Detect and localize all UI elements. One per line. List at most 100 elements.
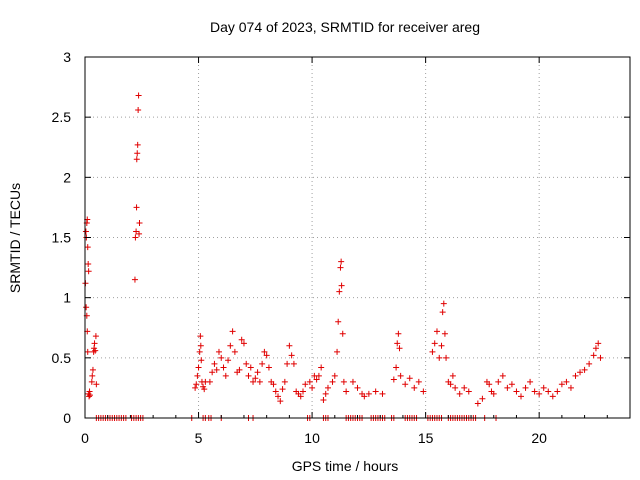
data-point <box>240 340 247 347</box>
grid-lines <box>85 57 630 418</box>
data-point <box>238 336 245 343</box>
data-point <box>590 352 597 359</box>
data-point <box>85 268 92 275</box>
data-point <box>259 360 266 367</box>
data-point <box>499 372 506 379</box>
data-point <box>261 348 268 355</box>
data-point <box>91 340 98 347</box>
data-point <box>531 388 538 395</box>
data-point <box>284 360 291 367</box>
data-point <box>335 318 342 325</box>
data-point <box>193 381 200 388</box>
data-point <box>336 288 343 295</box>
data-point <box>209 369 216 376</box>
data-point <box>288 352 295 359</box>
x-tick-label: 10 <box>304 430 320 446</box>
data-point <box>302 381 309 388</box>
data-point <box>252 375 259 382</box>
data-point <box>349 378 356 385</box>
data-point <box>198 357 205 364</box>
data-point <box>247 364 254 371</box>
data-point <box>343 388 350 395</box>
data-point <box>581 366 588 373</box>
data-point <box>540 384 547 391</box>
data-point <box>275 393 282 400</box>
data-point <box>324 384 331 391</box>
data-point <box>300 388 306 395</box>
data-point <box>277 398 284 405</box>
data-point <box>438 342 445 349</box>
data-point <box>290 360 297 367</box>
data-point <box>279 386 286 393</box>
axis-ticks <box>84 56 631 419</box>
x-tick-label: 5 <box>195 430 203 446</box>
data-point <box>85 260 92 267</box>
data-point <box>318 364 325 371</box>
data-point <box>554 388 561 395</box>
data-point <box>192 384 199 391</box>
y-tick-label: 2 <box>63 169 71 185</box>
data-point <box>395 330 402 337</box>
y-tick-label: 1 <box>63 290 71 306</box>
data-point <box>586 360 593 367</box>
x-tick-label: 15 <box>418 430 434 446</box>
data-point <box>195 364 202 371</box>
data-point <box>522 384 529 391</box>
data-point <box>577 369 584 376</box>
data-point <box>452 384 459 391</box>
x-tick-label: 0 <box>81 430 89 446</box>
data-point <box>281 378 288 385</box>
data-point <box>89 372 96 379</box>
data-point <box>379 390 386 397</box>
data-point <box>479 395 486 402</box>
data-point <box>536 390 543 397</box>
data-point <box>86 392 93 399</box>
data-point <box>84 348 91 355</box>
data-point <box>545 388 552 395</box>
data-point <box>339 330 346 337</box>
data-point <box>236 366 243 373</box>
data-point <box>567 384 574 391</box>
y-axis-title: SRMTID / TECUs <box>7 183 23 293</box>
data-point <box>231 348 238 355</box>
data-point <box>92 347 99 354</box>
data-point <box>527 378 534 385</box>
data-point <box>229 328 236 335</box>
data-point <box>441 330 448 337</box>
data-point <box>83 304 90 311</box>
data-point <box>436 354 443 361</box>
data-point <box>270 381 277 388</box>
data-point <box>211 360 218 367</box>
data-point <box>420 388 427 395</box>
data-point <box>265 364 272 371</box>
data-point <box>518 393 524 400</box>
data-point <box>563 378 570 385</box>
data-point <box>338 282 345 289</box>
data-point <box>134 150 141 157</box>
data-point <box>136 220 143 227</box>
data-point <box>136 230 143 237</box>
data-point <box>194 372 201 379</box>
data-point <box>222 372 229 379</box>
data-point <box>254 369 261 376</box>
data-point <box>220 364 227 371</box>
axis-tick-labels: 0 0.5 1 1.5 2 2.5 3 0 5 10 15 20 <box>52 49 548 446</box>
data-point <box>372 388 379 395</box>
data-point <box>549 393 556 400</box>
data-point <box>322 390 329 397</box>
data-point <box>486 381 493 388</box>
data-point <box>495 378 502 385</box>
data-point <box>213 366 220 373</box>
data-point <box>595 340 602 347</box>
data-point <box>272 388 279 395</box>
x-tick-label: 20 <box>531 430 547 446</box>
data-point <box>415 378 422 385</box>
y-tick-label: 0.5 <box>52 350 72 366</box>
data-point <box>133 204 140 211</box>
data-point <box>447 381 454 388</box>
data-point <box>406 375 413 382</box>
data-point <box>394 340 401 347</box>
data-point <box>439 309 446 316</box>
data-point <box>390 376 397 383</box>
